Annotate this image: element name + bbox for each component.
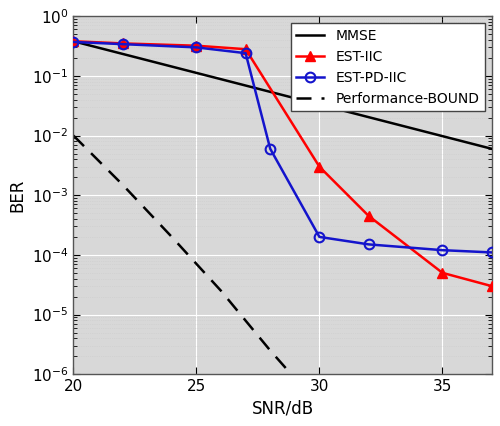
EST-PD-IIC <box>488 250 494 255</box>
Line: Performance-BOUND: Performance-BOUND <box>74 135 307 392</box>
X-axis label: SNR/dB: SNR/dB <box>252 400 314 417</box>
Performance-BOUND <box>70 133 76 138</box>
EST-PD-IIC <box>366 242 372 247</box>
Performance-BOUND <box>267 348 273 353</box>
Line: EST-PD-IIC: EST-PD-IIC <box>68 37 496 257</box>
EST-IIC <box>242 46 248 52</box>
Legend: MMSE, EST-IIC, EST-PD-IIC, Performance-BOUND: MMSE, EST-IIC, EST-PD-IIC, Performance-B… <box>290 23 484 111</box>
EST-IIC <box>120 41 126 46</box>
Performance-BOUND <box>169 234 175 239</box>
EST-IIC <box>488 284 494 289</box>
EST-IIC <box>366 213 372 219</box>
EST-IIC <box>316 164 322 169</box>
EST-PD-IIC <box>120 42 126 47</box>
EST-PD-IIC <box>194 45 200 50</box>
EST-PD-IIC <box>316 234 322 239</box>
EST-PD-IIC <box>242 51 248 56</box>
Performance-BOUND <box>120 182 126 187</box>
Performance-BOUND <box>304 390 310 395</box>
EST-PD-IIC <box>267 146 273 151</box>
Line: EST-IIC: EST-IIC <box>68 36 496 291</box>
EST-IIC <box>70 39 76 44</box>
EST-IIC <box>194 43 200 48</box>
EST-PD-IIC <box>70 39 76 44</box>
EST-IIC <box>440 271 446 276</box>
Performance-BOUND <box>218 288 224 294</box>
EST-PD-IIC <box>440 248 446 253</box>
Y-axis label: BER: BER <box>8 178 26 212</box>
